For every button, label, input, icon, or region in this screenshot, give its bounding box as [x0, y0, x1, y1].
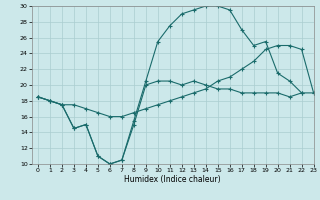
X-axis label: Humidex (Indice chaleur): Humidex (Indice chaleur): [124, 175, 221, 184]
